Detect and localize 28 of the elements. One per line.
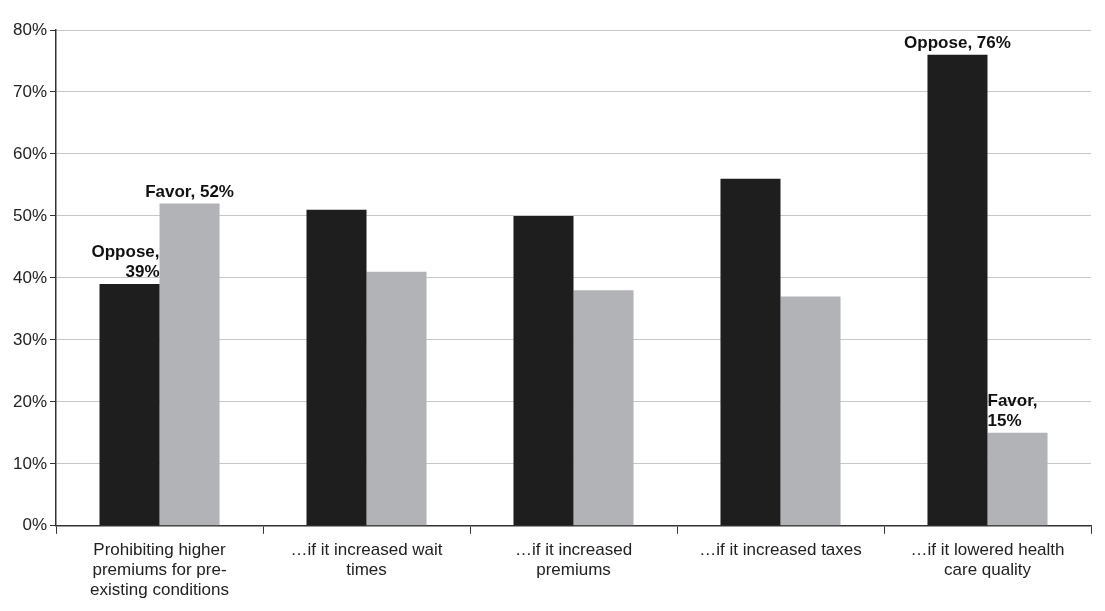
y-tick-label: 60% [12, 143, 48, 163]
x-tick-label: Prohibiting higher premiums for pre-existing conditions [90, 539, 229, 600]
data-label: Oppose, 39% [91, 242, 160, 282]
data-label: Favor, 15% [987, 391, 1038, 431]
y-tick-label: 40% [12, 267, 48, 287]
y-tick-label: 70% [12, 81, 48, 101]
y-tick-label: 0% [22, 515, 48, 535]
x-tick-label: …if it increased wait times [290, 539, 443, 580]
x-tick-label: …if it increased premiums [514, 539, 633, 580]
bar [927, 54, 988, 526]
bar [987, 432, 1048, 526]
bar [366, 271, 427, 526]
data-label: Favor, 52% [145, 181, 234, 201]
bar [720, 178, 781, 526]
x-tick-label: …if it increased taxes [699, 539, 862, 559]
y-tick-label: 50% [12, 205, 48, 225]
bar [780, 296, 841, 526]
data-label: Oppose, 76% [904, 32, 1011, 52]
bar [99, 284, 160, 526]
bar [573, 290, 634, 526]
y-tick-label: 30% [12, 329, 48, 349]
x-tick-label: …if it lowered health care quality [910, 539, 1065, 580]
bar [159, 203, 220, 526]
y-tick-label: 80% [12, 19, 48, 39]
y-tick-label: 20% [12, 391, 48, 411]
y-tick-label: 10% [12, 453, 48, 473]
bar [513, 215, 574, 526]
bar [306, 209, 367, 526]
